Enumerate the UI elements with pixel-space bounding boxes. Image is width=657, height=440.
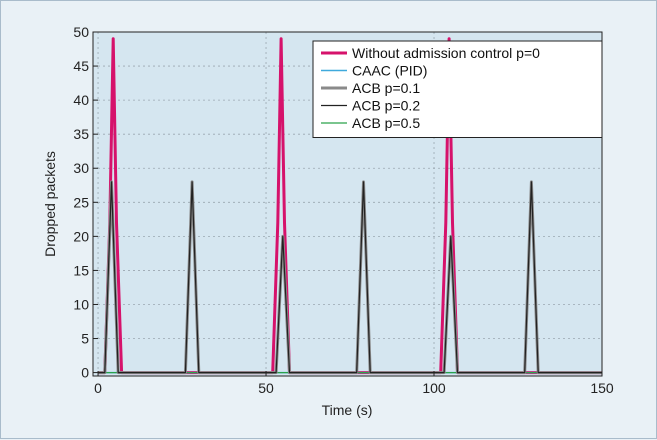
x-axis-title: Time (s) bbox=[322, 402, 373, 418]
y-tick-label: 50 bbox=[73, 24, 89, 40]
legend-entry: ACB p=0.1 bbox=[352, 80, 420, 96]
y-tick-label: 35 bbox=[73, 126, 89, 142]
y-tick-label: 20 bbox=[73, 228, 89, 244]
y-tick-label: 0 bbox=[81, 365, 89, 381]
y-tick-label: 15 bbox=[73, 262, 89, 278]
y-axis-title: Dropped packets bbox=[42, 151, 58, 257]
y-tick-label: 5 bbox=[81, 331, 89, 347]
x-tick-label: 100 bbox=[422, 380, 446, 396]
axis-ticks: 0 50 100 150 0 5 10 15 20 25 30 35 40 45 50 bbox=[73, 24, 613, 396]
y-tick-label: 45 bbox=[73, 58, 89, 74]
x-tick-label: 50 bbox=[258, 380, 274, 396]
y-tick-label: 10 bbox=[73, 296, 89, 312]
legend-entry: CAAC (PID) bbox=[352, 63, 427, 79]
y-tick-label: 40 bbox=[73, 92, 89, 108]
y-tick-label: 25 bbox=[73, 194, 89, 210]
plot-border bbox=[92, 31, 603, 377]
series-line-3 bbox=[98, 181, 602, 374]
x-tick-label: 0 bbox=[94, 380, 102, 396]
legend-box bbox=[312, 40, 603, 138]
x-tick-label: 150 bbox=[590, 380, 614, 396]
legend-entry: ACB p=0.5 bbox=[352, 115, 420, 131]
legend-entry: ACB p=0.2 bbox=[352, 98, 420, 114]
legend-entry: Without admission control p=0 bbox=[352, 45, 540, 61]
y-tick-label: 30 bbox=[73, 160, 89, 176]
